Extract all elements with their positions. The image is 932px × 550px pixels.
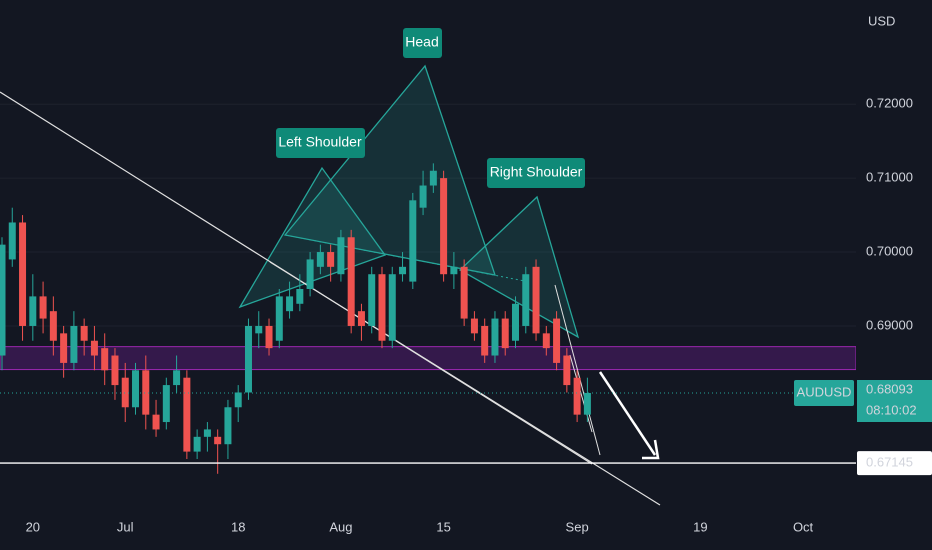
candle-body [286,296,294,312]
symbol-box [794,379,854,406]
candle-body [0,244,6,356]
y-tick-label: 0.69000 [866,317,913,332]
candle-body [388,274,396,341]
candle-body [60,333,68,363]
candle-body [491,318,499,356]
candle-body [440,178,448,275]
candle-body [512,303,519,341]
x-tick-label: Oct [793,519,814,534]
price-box [857,379,932,422]
candle-body [142,370,150,415]
candle-body [265,325,273,349]
annotations: Left Shoulder Head Right Shoulder [276,28,585,188]
candle-body [39,296,47,319]
candle-body [460,266,468,319]
candle-body [481,325,489,356]
annotation: Right Shoulder [490,164,583,180]
candle-body [121,377,129,408]
price-line-label: 0.67145 [866,455,913,470]
candle-body [501,318,509,349]
zone-layer [0,346,857,371]
candle-body [450,266,458,275]
countdown-label: 08:10:02 [866,402,917,417]
candle-body [19,222,27,326]
candle-body [173,370,181,386]
candle-body [378,274,386,341]
candle-body [316,252,324,267]
annotation-box [487,158,585,188]
trendline [269,261,661,506]
candle-body [419,185,427,208]
candle-body [522,274,530,326]
x-tick-label: Jul [117,519,134,534]
candle-body [409,200,417,282]
candle-body [399,266,407,275]
candle-body [162,385,170,423]
x-tick-label: 15 [436,519,450,534]
candle-body [296,289,304,304]
candle-body [470,318,478,334]
y-tick-label: 0.71000 [866,170,913,185]
candle-body [80,325,88,341]
last-price-label: 0.68093 [866,381,913,396]
candle-body [234,392,242,408]
candle-body [429,170,437,186]
candle-body [101,348,109,371]
candle-body [214,436,222,445]
annotation: Left Shoulder [278,134,362,150]
candle-body [8,222,16,260]
x-tick-label: 19 [693,519,707,534]
annotation-box [403,28,442,58]
neckline [284,234,531,283]
annotation: Head [405,34,438,50]
x-tick-label: 18 [231,519,245,534]
price-line-box [857,451,932,476]
candle-body [337,237,345,275]
trendline [554,284,601,456]
y-tick-label: 0.72000 [866,96,913,111]
candle-body [193,436,201,452]
axis-label: USD [868,13,895,28]
grid [0,103,856,327]
candle-body [132,370,140,408]
candle-body [49,311,57,341]
candle-body [542,333,550,349]
arrow [598,371,657,456]
x-tick-label: 20 [26,519,40,534]
candle-body [255,325,263,334]
candle-body [327,252,335,267]
trendline [569,354,593,433]
candle-body [111,355,119,386]
candles [0,163,856,474]
candle-body [532,266,540,334]
candle-body [347,237,355,326]
candle-body [583,392,591,415]
x-tick-label: Aug [329,519,352,534]
candle-body [183,377,191,452]
candle-body [203,429,211,437]
candle-body [553,318,561,363]
candle-body [152,414,160,430]
y-tick-label: 0.70000 [866,243,913,258]
candle-body [563,355,571,386]
candle-body [357,311,365,326]
right-shoulder-shape [458,195,580,339]
candle-body [275,296,283,341]
candle-body [244,325,252,393]
annotation-box [276,128,365,158]
candle-body [224,407,232,445]
x-tick-label: Sep [566,519,589,534]
zone [0,346,857,371]
candle-body [573,377,581,415]
candle-body [306,259,314,289]
candle-body [70,325,78,363]
candle-body [368,274,376,326]
candle-body [90,340,98,356]
candle-body [29,296,37,326]
axis-layer: 0.69000 0.70000 0.71000 0.72000 20 Jul 18 Aug 15… [26,96,932,534]
symbol-label: AUDUSD [797,384,852,399]
arrow-head [642,439,660,460]
